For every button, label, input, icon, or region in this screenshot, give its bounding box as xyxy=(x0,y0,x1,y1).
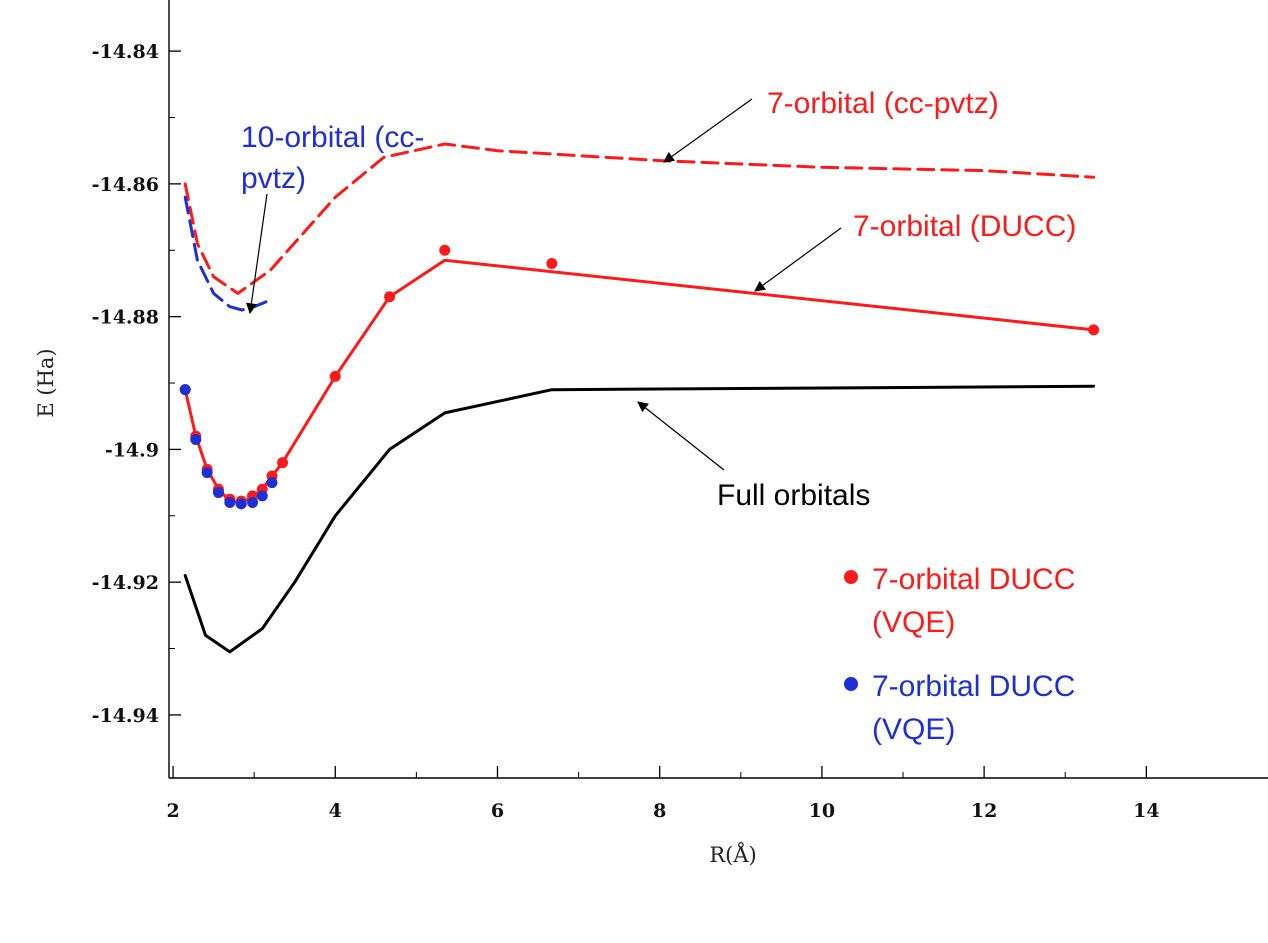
arrow-7-orbital-ducc xyxy=(754,227,842,292)
arrow-full-orbitals xyxy=(637,401,725,471)
y-tick-label: -14.9 xyxy=(105,439,159,461)
y-axis-title: E (Ha) xyxy=(34,348,58,417)
annotation-10-orbital-line2: pvtz) xyxy=(241,162,306,195)
x-tick-label: 10 xyxy=(809,800,835,822)
annotation-10-orbital-line1: 10-orbital (cc- xyxy=(241,121,424,154)
marker-7-orbital-ducc-vqe-4 xyxy=(329,370,341,382)
ticks: 2 4 6 8 10 12 14 -14.84 -14.86 -14.88 -14.9 -14.92 -… xyxy=(92,41,1160,822)
marker-7-orbital-ducc-vqe-5 xyxy=(235,498,247,510)
marker-7-orbital-ducc-vqe-5 xyxy=(224,497,236,509)
arrow-10-orbital-cc-pvtz xyxy=(246,193,268,315)
legend-marker-blue xyxy=(844,677,858,691)
marker-7-orbital-ducc-vqe-5 xyxy=(179,384,191,396)
x-tick-label: 12 xyxy=(971,800,997,822)
annotation-7-orbital-ducc: 7-orbital (DUCC) xyxy=(853,210,1076,243)
marker-7-orbital-ducc-vqe-5 xyxy=(190,433,202,445)
y-tick-label: -14.94 xyxy=(92,705,159,727)
y-tick-label: -14.84 xyxy=(92,41,159,63)
marker-7-orbital-ducc-vqe-4 xyxy=(546,258,558,270)
marker-7-orbital-ducc-vqe-4 xyxy=(384,291,396,303)
marker-7-orbital-ducc-vqe-4 xyxy=(1088,324,1100,336)
x-axis-title: R(Å) xyxy=(709,842,756,867)
legend-label-blue-line2: (VQE) xyxy=(872,713,955,746)
annotation-full-orbitals: Full orbitals xyxy=(717,479,870,512)
y-tick-label: -14.86 xyxy=(92,174,159,196)
arrow-7-orbital-cc-pvtz xyxy=(663,98,753,163)
series-line-7-orbital-ducc xyxy=(183,258,1096,504)
marker-layer xyxy=(179,244,1100,510)
marker-7-orbital-ducc-vqe-5 xyxy=(266,477,278,489)
x-tick-label: 6 xyxy=(491,800,504,822)
x-tick-label: 4 xyxy=(329,800,342,822)
marker-7-orbital-ducc-vqe-5 xyxy=(212,487,224,499)
annotation-7-orbital-cc-pvtz: 7-orbital (cc-pvtz) xyxy=(767,87,999,120)
y-tick-label: -14.88 xyxy=(92,307,159,329)
legend-label-red-line1: 7-orbital DUCC xyxy=(872,563,1075,596)
series-line-7-orbital-cc-pvtz xyxy=(183,142,1096,295)
marker-7-orbital-ducc-vqe-5 xyxy=(256,490,268,502)
marker-7-orbital-ducc-vqe-4 xyxy=(439,244,451,256)
y-tick-label: -14.92 xyxy=(92,572,159,594)
legend-label-blue-line1: 7-orbital DUCC xyxy=(872,670,1075,703)
series-line-10-orbital-cc-pvtz xyxy=(183,195,272,312)
marker-7-orbital-ducc-vqe-5 xyxy=(247,497,259,509)
marker-7-orbital-ducc-vqe-5 xyxy=(201,467,213,479)
legend-label-red-line2: (VQE) xyxy=(872,606,955,639)
x-tick-label: 8 xyxy=(653,800,666,822)
series-line-full-orbitals xyxy=(183,384,1096,654)
x-tick-label: 14 xyxy=(1133,800,1159,822)
marker-7-orbital-ducc-vqe-4 xyxy=(277,457,289,469)
x-tick-label: 2 xyxy=(166,800,179,822)
annotations: 7-orbital (cc-pvtz) 10-orbital (cc- pvtz… xyxy=(241,87,1076,512)
legend: 7-orbital DUCC (VQE) 7-orbital DUCC (VQE… xyxy=(844,563,1075,746)
legend-marker-red xyxy=(844,570,858,584)
